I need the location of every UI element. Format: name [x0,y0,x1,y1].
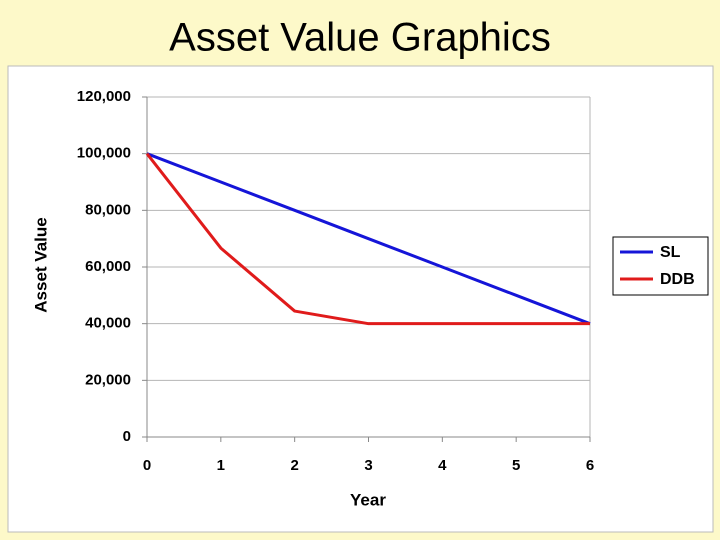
x-tick-label: 3 [364,457,372,474]
legend-label: SL [660,244,681,261]
y-tick-label: 120,000 [77,88,131,105]
x-axis-title: Year [350,490,386,509]
series-line [145,152,590,326]
x-tick-label: 5 [512,457,520,474]
y-tick-label: 40,000 [85,315,131,332]
x-tick-label: 4 [438,457,447,474]
y-tick-label: 0 [123,428,131,445]
legend-box [612,236,709,296]
x-tick-label: 6 [586,457,594,474]
x-tick-label: 0 [143,457,151,474]
y-tick-label: 60,000 [85,258,131,275]
legend-label: DDB [660,271,695,288]
chart-panel [7,65,714,533]
y-tick-label: 80,000 [85,201,131,218]
x-tick-label: 2 [290,457,298,474]
y-axis-title: Asset Value [31,217,50,312]
x-tick-label: 1 [217,457,225,474]
slide-title: Asset Value Graphics [169,16,551,60]
y-tick-label: 20,000 [85,371,131,388]
series-line [146,152,591,326]
y-tick-label: 100,000 [77,145,131,162]
